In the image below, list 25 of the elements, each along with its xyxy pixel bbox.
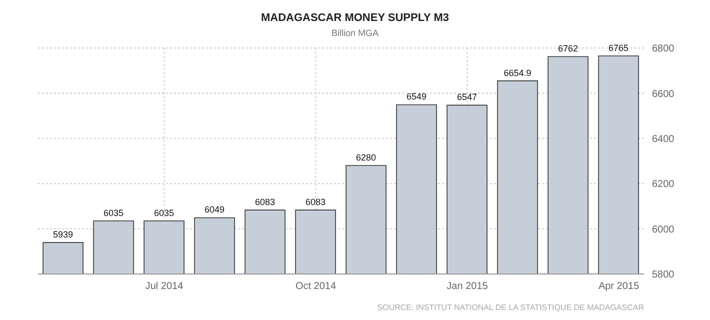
x-tick-label: Apr 2015 <box>598 281 640 292</box>
data-label: 6280 <box>356 152 376 163</box>
data-label: 6762 <box>558 44 578 54</box>
data-label: 6035 <box>104 208 124 218</box>
y-tick-label: 6000 <box>652 224 675 236</box>
y-tick-label: 6400 <box>652 134 675 145</box>
chart-subtitle: Billion MGA <box>330 28 380 38</box>
data-label: 6049 <box>204 204 225 215</box>
y-tick-label: 6600 <box>652 88 675 100</box>
chart-title: MADAGASCAR MONEY SUPPLY M3 <box>260 12 450 24</box>
data-label: 6083 <box>255 197 276 208</box>
data-label: 6083 <box>306 197 326 208</box>
data-label: 6765 <box>608 42 629 53</box>
y-tick-label: 6800 <box>652 44 675 55</box>
data-label: 6549 <box>406 92 427 102</box>
data-label: 6654.9 <box>504 68 532 78</box>
x-tick-label: Oct 2014 <box>295 281 336 292</box>
x-tick-label: Jan 2015 <box>446 281 488 292</box>
y-tick-label: 5800 <box>652 270 675 281</box>
data-label: 5939 <box>53 230 74 240</box>
data-label: 6035 <box>154 208 174 218</box>
y-tick-label: 6200 <box>652 179 675 190</box>
source-note: SOURCE: INSTITUT NATIONAL DE LA STATISTIQUE DE MADAGASCAR <box>377 303 644 312</box>
x-tick-label: Jul 2014 <box>145 281 184 292</box>
data-label: 6547 <box>457 92 478 102</box>
